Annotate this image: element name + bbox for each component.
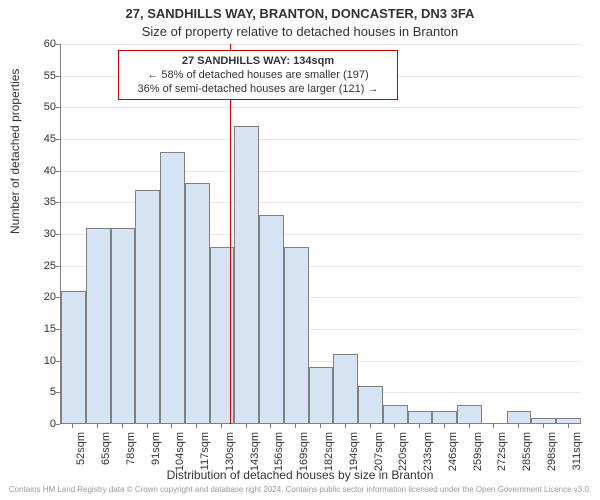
xtick-mark [493,424,494,428]
ytick-label: 35 [26,197,56,208]
chart-container: 27, SANDHILLS WAY, BRANTON, DONCASTER, D… [0,0,600,500]
ytick-mark [56,361,60,362]
bar [333,354,358,424]
ytick-mark [56,171,60,172]
bar [556,418,581,424]
xtick-mark [518,424,519,428]
bar [432,411,457,424]
credits: Contains HM Land Registry data © Crown c… [0,486,600,493]
plot-area: 27 SANDHILLS WAY: 134sqm ← 58% of detach… [60,44,580,424]
bar [185,183,210,424]
ytick-mark [56,424,60,425]
ytick-mark [56,76,60,77]
ytick-mark [56,329,60,330]
ytick-label: 55 [26,71,56,82]
chart-subtitle: Size of property relative to detached ho… [0,24,600,39]
ytick-label: 25 [26,261,56,272]
bar [135,190,160,424]
bar [383,405,408,424]
ytick-mark [56,139,60,140]
ytick-mark [56,297,60,298]
bar [358,386,383,424]
ytick-mark [56,202,60,203]
bars-group [61,44,581,424]
ytick-mark [56,392,60,393]
ytick-label: 50 [26,102,56,113]
xtick-mark [246,424,247,428]
bar [210,247,235,424]
xtick-mark [196,424,197,428]
ytick-label: 0 [26,419,56,430]
xtick-mark [147,424,148,428]
annotation-box: 27 SANDHILLS WAY: 134sqm ← 58% of detach… [118,50,398,100]
ytick-mark [56,266,60,267]
xtick-mark [444,424,445,428]
xtick-mark [568,424,569,428]
bar [61,291,86,424]
ytick-label: 45 [26,134,56,145]
bar [531,418,556,424]
xtick-mark [370,424,371,428]
marker-vline [230,44,231,424]
xtick-mark [171,424,172,428]
xtick-mark [221,424,222,428]
bar [309,367,334,424]
bar [234,126,259,424]
bar [457,405,482,424]
bar [111,228,136,424]
xtick-mark [295,424,296,428]
xtick-mark [419,424,420,428]
ytick-mark [56,107,60,108]
annotation-line-larger: 36% of semi-detached houses are larger (… [125,82,391,96]
ytick-mark [56,234,60,235]
xtick-mark [122,424,123,428]
xtick-mark [469,424,470,428]
ytick-label: 60 [26,39,56,50]
bar [507,411,532,424]
bar [408,411,433,424]
bar [86,228,111,424]
ytick-label: 15 [26,324,56,335]
x-axis-label: Distribution of detached houses by size … [0,468,600,482]
xtick-mark [394,424,395,428]
y-axis-label: Number of detached properties [8,69,22,234]
ytick-label: 40 [26,166,56,177]
xtick-mark [345,424,346,428]
ytick-label: 20 [26,292,56,303]
xtick-mark [72,424,73,428]
ytick-mark [56,44,60,45]
xtick-mark [320,424,321,428]
annotation-line-smaller: ← 58% of detached houses are smaller (19… [125,68,391,82]
chart-title: 27, SANDHILLS WAY, BRANTON, DONCASTER, D… [0,6,600,21]
bar [160,152,185,424]
ytick-label: 30 [26,229,56,240]
xtick-mark [270,424,271,428]
bar [259,215,284,424]
ytick-label: 10 [26,356,56,367]
ytick-label: 5 [26,387,56,398]
xtick-mark [97,424,98,428]
annotation-title: 27 SANDHILLS WAY: 134sqm [125,54,391,68]
xtick-mark [543,424,544,428]
bar [284,247,309,424]
